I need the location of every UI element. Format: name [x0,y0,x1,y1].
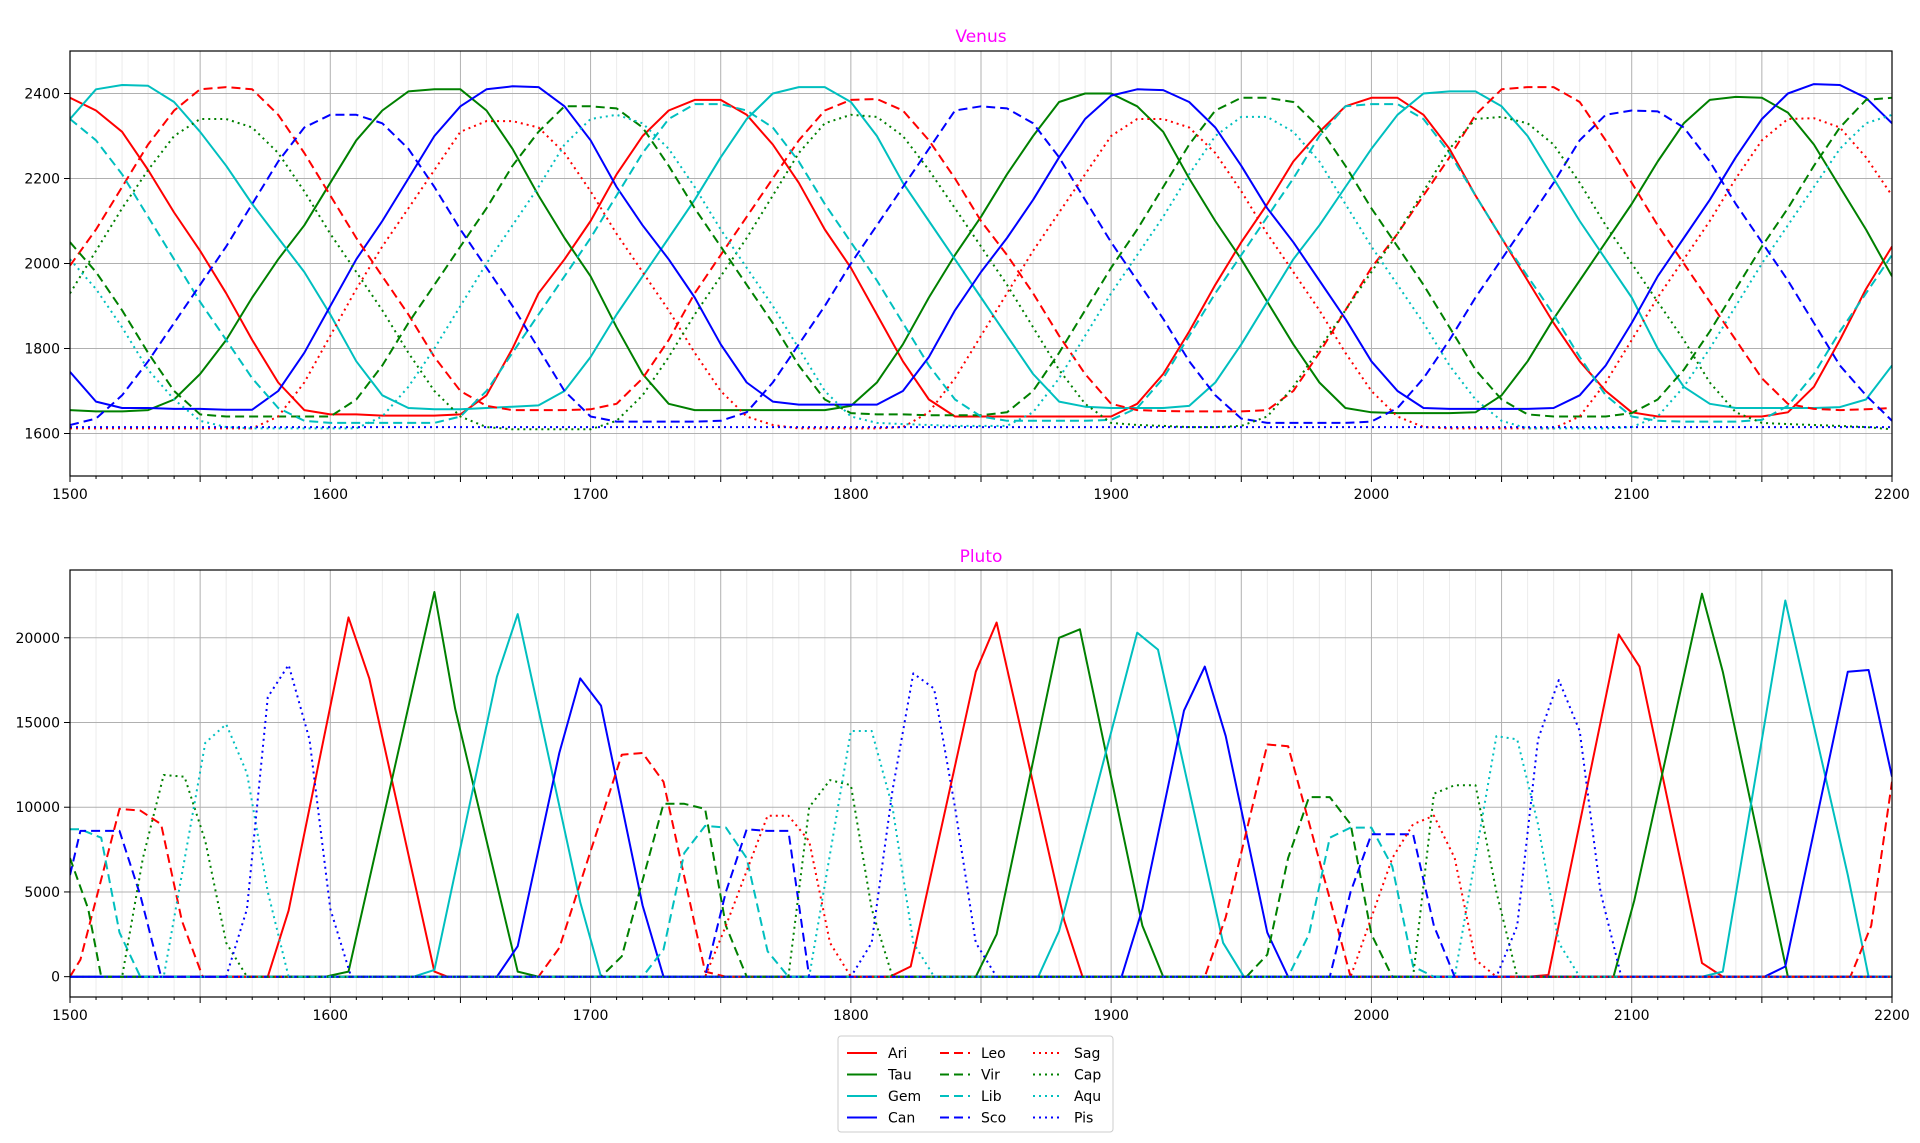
y-axis: 0 5000 10000 15000 20000 [15,631,70,986]
legend-label: Tau [887,1068,912,1084]
y-tick-label: 1800 [24,342,60,358]
series-line-lib-dashed [70,824,1892,978]
chart-title: Venus [955,27,1006,47]
x-tick-label: 1900 [1093,487,1129,503]
y-tick-label: 2000 [24,257,60,273]
x-tick-label: 2200 [1874,1008,1910,1024]
legend-label: Sco [981,1111,1006,1127]
legend-item-aqu: Aqu [1033,1089,1101,1105]
y-tick-label: 20000 [15,631,60,647]
legend-label: Pis [1074,1111,1093,1127]
legend-item-can: Can [847,1111,915,1127]
series-line-cap-dotted [70,113,1892,431]
legend-item-sco: Sco [940,1111,1006,1127]
series-line-gem-solid [70,599,1892,978]
series-line-vir-dashed [70,96,1892,418]
legend-item-vir: Vir [940,1068,1000,1084]
chart-title: Pluto [960,547,1003,567]
y-tick-label: 2200 [24,172,60,188]
legend-label: Ari [888,1046,907,1062]
legend-item-ari: Ari [847,1046,907,1062]
series-line-leo-dashed [70,743,1892,978]
series-line-leo-dashed [70,86,1892,413]
legend-item-tau: Tau [847,1068,912,1084]
series-line-tau-solid [70,591,1892,978]
legend-item-sag: Sag [1033,1046,1100,1062]
x-tick-label: 1700 [573,1008,609,1024]
legend-label: Can [888,1111,915,1127]
x-tick-label: 1800 [833,1008,869,1024]
x-tick-label: 1900 [1093,1008,1129,1024]
y-tick-label: 5000 [24,885,60,901]
series-line-cap-dotted [70,774,1892,978]
x-tick-label: 1500 [52,487,88,503]
x-tick-label: 1700 [573,487,609,503]
legend-item-gem: Gem [847,1089,921,1105]
x-axis: 1500 1600 1700 1800 1900 2000 2100 2200 [52,476,1910,503]
series-line-can-solid [70,665,1892,978]
x-tick-label: 1800 [833,487,869,503]
legend-box [837,1035,1114,1133]
x-tick-label: 2000 [1354,487,1390,503]
y-tick-label: 15000 [15,716,60,732]
x-tick-label: 2000 [1354,1008,1390,1024]
x-tick-label: 2200 [1874,487,1910,503]
series-line-ari-solid [70,616,1892,978]
x-tick-label: 1600 [312,1008,348,1024]
y-tick-label: 2400 [24,87,60,103]
series-line-tau-solid [70,88,1892,415]
series-line-lib-dashed [70,103,1892,424]
legend-label: Aqu [1074,1089,1101,1105]
y-axis: 1600 1800 2000 2200 2400 [24,87,70,443]
legend: Ari Tau Gem Can Leo Vir Lib Sco Sag Cap Aqu Pis [837,1035,1114,1133]
legend-label: Vir [981,1068,1000,1084]
series-line-gem-solid [70,84,1892,411]
series-line-can-solid [70,83,1892,411]
series-group [70,83,1892,431]
legend-label: Gem [888,1089,921,1105]
legend-label: Sag [1074,1046,1100,1062]
venus-chart: Venus 1500 1600 1700 1800 1900 2000 2100 220016… [24,27,1909,503]
legend-label: Lib [981,1089,1002,1105]
pluto-chart: Pluto 1500 1600 1700 1800 1900 2000 2100 2200 0 5… [15,547,1909,1024]
series-line-sco-dashed [70,105,1892,426]
legend-label: Cap [1074,1068,1101,1084]
series-group [70,591,1892,978]
legend-item-leo: Leo [940,1046,1006,1062]
x-tick-label: 2100 [1614,487,1650,503]
y-tick-label: 1600 [24,427,60,443]
legend-item-pis: Pis [1033,1111,1093,1127]
x-tick-label: 2100 [1614,1008,1650,1024]
x-axis: 1500 1600 1700 1800 1900 2000 2100 2200 [52,997,1910,1024]
y-tick-label: 10000 [15,800,60,816]
series-line-aqu-dotted [70,113,1892,430]
x-tick-label: 1500 [52,1008,88,1024]
legend-item-lib: Lib [940,1089,1002,1105]
legend-item-cap: Cap [1033,1068,1101,1084]
legend-label: Leo [981,1046,1006,1062]
y-tick-label: 0 [51,970,60,986]
x-tick-label: 1600 [312,487,348,503]
